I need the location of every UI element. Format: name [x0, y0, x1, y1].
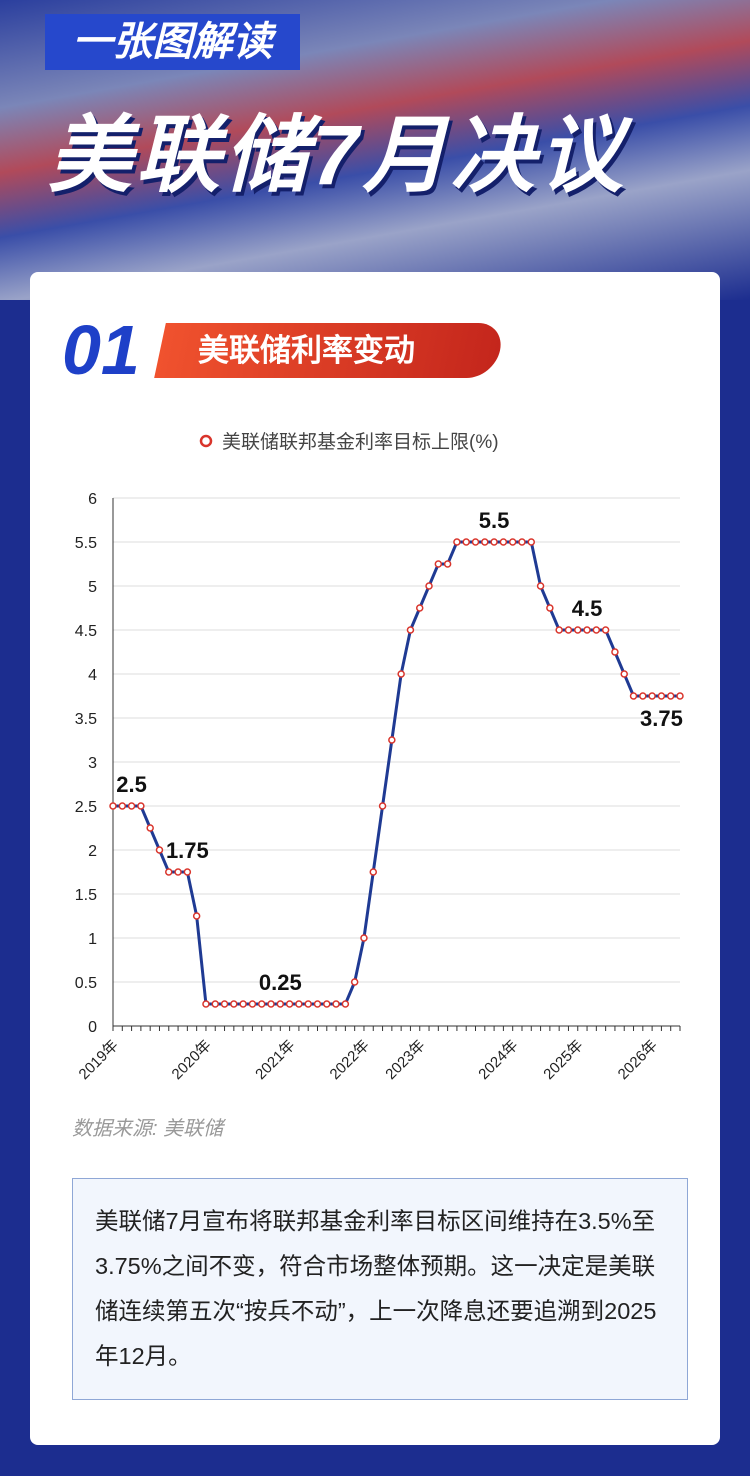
marker: [639, 692, 647, 700]
marker: [601, 626, 610, 634]
y-tick-label: 3.5: [75, 711, 97, 728]
chart: 0 0.5 1 1.5 2 2.5 3 3.5 4 4.5 5 5.5 6 2019年 2020年 2021年…: [75, 431, 684, 1083]
summary: 美联储7月宣布将联邦基金利率目标区间维持在3.5%至3.75%之间不变，符合市场…: [72, 1178, 688, 1400]
marker: [666, 692, 675, 700]
marker: [657, 692, 666, 700]
marker: [397, 670, 405, 678]
data-label: 2.5: [116, 772, 147, 797]
y-tick-label: 0.5: [75, 975, 97, 992]
marker: [295, 1000, 303, 1008]
y-tick-label: 1.5: [75, 887, 97, 904]
y-tick-label: 4: [88, 667, 97, 684]
marker: [471, 538, 480, 546]
marker: [481, 538, 489, 546]
x-tick-label: 2019年: [76, 1037, 122, 1083]
title: 美联储7月决议: [48, 108, 627, 202]
data-label: 1.75: [166, 838, 209, 863]
marker: [341, 1000, 350, 1008]
marker: [611, 648, 619, 656]
marker: [183, 868, 192, 876]
marker: [165, 868, 173, 876]
data-label: 3.75: [640, 706, 683, 731]
y-tick-label: 5: [88, 579, 97, 596]
marker: [118, 802, 127, 810]
marker: [518, 538, 526, 546]
marker: [629, 692, 638, 700]
marker: [555, 626, 563, 634]
marker: [155, 846, 164, 854]
marker: [323, 1000, 331, 1008]
x-tick-label: 2025年: [540, 1037, 586, 1083]
marker: [536, 582, 545, 590]
legend-label: 美联储联邦基金利率目标上限(%): [222, 431, 499, 453]
marker: [508, 538, 517, 546]
y-tick-label: 3: [88, 755, 97, 772]
section-number: 01: [62, 311, 140, 389]
source: 数据来源: 美联储: [72, 1118, 224, 1140]
marker: [546, 604, 554, 612]
x-tick-label: 2020年: [169, 1037, 215, 1083]
marker: [276, 1000, 285, 1008]
data-label: 0.25: [259, 970, 302, 995]
marker: [369, 868, 378, 876]
marker: [360, 934, 368, 942]
marker: [592, 626, 601, 634]
marker: [564, 626, 573, 634]
marker: [285, 1000, 294, 1008]
marker: [174, 868, 182, 876]
x-tick-label: 2023年: [382, 1037, 428, 1083]
marker: [211, 1000, 219, 1008]
marker: [257, 1000, 266, 1008]
marker: [620, 670, 628, 678]
marker: [313, 1000, 322, 1008]
marker: [267, 1000, 275, 1008]
section-title: 美联储利率变动: [198, 333, 415, 368]
marker: [350, 978, 359, 986]
y-tick-label: 1: [88, 931, 97, 948]
marker: [676, 692, 684, 700]
marker: [248, 1000, 257, 1008]
marker: [443, 560, 452, 568]
marker: [239, 1000, 247, 1008]
marker: [415, 604, 424, 612]
y-tick-label: 4.5: [75, 623, 97, 640]
marker: [527, 538, 536, 546]
marker: [574, 626, 582, 634]
x-tick-label: 2026年: [615, 1037, 661, 1083]
marker: [462, 538, 470, 546]
y-tick-label: 5.5: [75, 535, 97, 552]
y-tick-label: 6: [88, 491, 97, 508]
data-label: 5.5: [479, 508, 510, 533]
marker: [332, 1000, 340, 1008]
marker: [453, 538, 461, 546]
marker: [425, 582, 433, 590]
marker: [127, 802, 136, 810]
y-tick-label: 2.5: [75, 799, 97, 816]
marker: [490, 538, 498, 546]
data-label: 4.5: [572, 596, 603, 621]
y-tick-label: 2: [88, 843, 97, 860]
marker: [388, 736, 396, 744]
marker: [304, 1000, 312, 1008]
kicker: 一张图解读: [45, 14, 300, 70]
x-tick-label: 2024年: [475, 1037, 521, 1083]
y-tick-label: 0: [88, 1019, 97, 1036]
marker: [109, 802, 117, 810]
x-tick-label: 2021年: [252, 1037, 298, 1083]
marker: [192, 912, 201, 920]
marker: [230, 1000, 238, 1008]
marker: [202, 1000, 210, 1008]
marker: [378, 802, 387, 810]
marker: [137, 802, 145, 810]
marker: [146, 824, 154, 832]
x-tick-label: 2022年: [327, 1037, 373, 1083]
legend-marker: [199, 434, 213, 448]
marker: [220, 1000, 229, 1008]
marker: [583, 626, 591, 634]
marker: [499, 538, 508, 546]
marker: [648, 692, 656, 700]
marker: [434, 560, 443, 568]
marker: [406, 626, 415, 634]
